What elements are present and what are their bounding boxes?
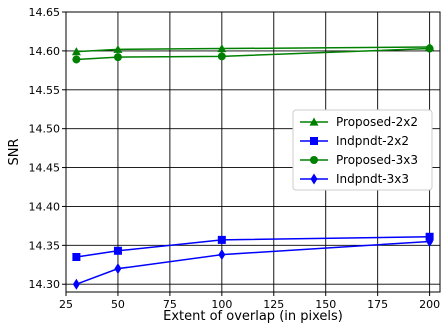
- data-point: [426, 235, 434, 247]
- y-axis: 14.30 14.35 14.40 14.45 14.50 14.55 14.60 14.65: [29, 6, 66, 291]
- data-point: [113, 44, 123, 53]
- legend-item: Proposed-3x3: [300, 153, 418, 167]
- y-tick-label: 14.45: [29, 162, 61, 175]
- data-point: [113, 53, 122, 62]
- legend-item: Indpndt-2x2: [300, 134, 409, 148]
- data-point: [217, 44, 227, 53]
- data-point: [217, 235, 226, 244]
- legend-item: Proposed-2x2: [300, 115, 418, 129]
- plot-frame: [65, 11, 441, 293]
- data-point: [113, 246, 122, 255]
- x-axis-label: Extent of overlap (in pixels): [163, 309, 343, 324]
- data-point: [71, 47, 81, 56]
- x-tick-label: 50: [111, 298, 125, 311]
- series-proposed-2x2: [71, 42, 435, 56]
- y-tick-label: 14.50: [29, 123, 61, 136]
- data-point: [425, 44, 434, 53]
- legend-marker: [310, 156, 318, 164]
- series-line: [76, 236, 430, 258]
- x-tick-label: 175: [367, 298, 388, 311]
- series-layer: [71, 42, 435, 290]
- legend-label: Proposed-3x3: [336, 153, 418, 167]
- x-tick-label: 150: [315, 298, 336, 311]
- y-tick-label: 14.60: [29, 45, 61, 58]
- data-point: [72, 278, 80, 290]
- series-line: [76, 46, 430, 53]
- legend: Proposed-2x2 Indpndt-2x2 Proposed-3x3 Indpn…: [292, 109, 433, 191]
- legend-label: Indpndt-2x2: [336, 134, 409, 148]
- x-tick-label: 125: [263, 298, 284, 311]
- series-line: [76, 47, 430, 61]
- legend-item: Indpndt-3x3: [300, 172, 409, 186]
- x-axis: 25 50 75 100 125 150 175 200: [59, 292, 440, 311]
- legend-label: Proposed-2x2: [336, 115, 418, 129]
- legend-box: [292, 109, 433, 191]
- x-tick-label: 200: [419, 298, 440, 311]
- y-tick-label: 14.55: [29, 84, 61, 97]
- legend-marker: [310, 173, 318, 185]
- y-tick-label: 14.40: [29, 200, 61, 213]
- data-point: [217, 52, 226, 61]
- legend-marker: [310, 137, 318, 145]
- legend-label: Indpndt-3x3: [336, 172, 409, 186]
- series-indpndt-2x2: [72, 232, 434, 261]
- x-tick-label: 100: [211, 298, 232, 311]
- y-tick-label: 14.35: [29, 239, 61, 252]
- series-proposed-3x3: [72, 44, 434, 64]
- y-tick-label: 14.30: [29, 278, 61, 291]
- x-tick-label: 75: [163, 298, 177, 311]
- data-point: [114, 263, 122, 275]
- y-axis-label: SNR: [7, 138, 22, 165]
- data-point: [218, 249, 226, 261]
- series-line: [76, 240, 430, 285]
- data-point: [72, 253, 81, 261]
- legend-marker: [309, 117, 319, 126]
- data-point: [72, 55, 81, 64]
- x-tick-label: 25: [59, 298, 73, 311]
- series-indpndt-3x3: [72, 235, 434, 290]
- y-tick-label: 14.65: [29, 6, 61, 19]
